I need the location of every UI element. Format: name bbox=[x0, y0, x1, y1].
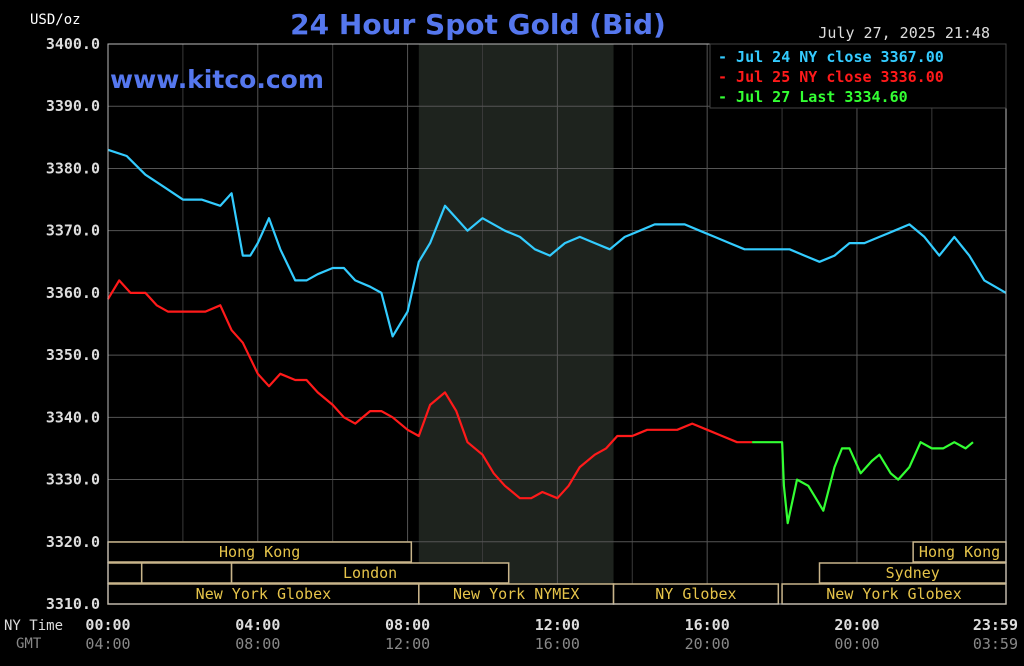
session-label: New York Globex bbox=[196, 585, 331, 603]
x-tick-label-ny: 12:00 bbox=[535, 616, 580, 634]
session-label: New York NYMEX bbox=[453, 585, 579, 603]
y-tick-label: 3370.0 bbox=[46, 222, 100, 240]
y-tick-label: 3380.0 bbox=[46, 159, 100, 177]
session-label: London bbox=[343, 564, 397, 582]
session-label: Sydney bbox=[886, 564, 940, 582]
legend-entry: - Jul 25 NY close 3336.00 bbox=[718, 68, 944, 86]
session-label: New York Globex bbox=[826, 585, 961, 603]
session-box bbox=[107, 562, 143, 584]
y-tick-label: 3400.0 bbox=[46, 35, 100, 53]
x-tick-label-gmt: 08:00 bbox=[235, 635, 280, 653]
plot-border bbox=[107, 43, 1007, 605]
legend: - Jul 24 NY close 3367.00 - Jul 25 NY clo… bbox=[709, 43, 1007, 109]
timestamp: July 27, 2025 21:48 bbox=[818, 24, 990, 42]
x-tick-label-gmt: 04:00 bbox=[85, 635, 130, 653]
y-axis-label: USD/oz bbox=[30, 12, 81, 28]
session-label: Hong Kong bbox=[919, 543, 1000, 561]
watermark: www.kitco.com bbox=[110, 65, 324, 94]
session-label: NY Globex bbox=[655, 585, 736, 603]
gmt-row-label: GMT bbox=[16, 636, 42, 652]
legend-entry: - Jul 24 NY close 3367.00 bbox=[718, 48, 944, 66]
x-tick-label-gmt: 16:00 bbox=[535, 635, 580, 653]
session-box bbox=[140, 562, 233, 584]
y-tick-label: 3320.0 bbox=[46, 533, 100, 551]
x-tick-label-ny: 20:00 bbox=[834, 616, 879, 634]
x-tick-label-ny: 00:00 bbox=[85, 616, 130, 634]
session-box bbox=[230, 562, 510, 584]
series-line-jul-25 bbox=[107, 279, 753, 500]
nymex-session-shading bbox=[418, 44, 614, 604]
x-tick-label-gmt: 20:00 bbox=[685, 635, 730, 653]
x-tick-label-gmt: 03:59 bbox=[973, 635, 1018, 653]
legend-entry: - Jul 27 Last 3334.60 bbox=[718, 88, 908, 106]
y-tick-labels: 3400.0 3390.0 3380.0 3370.0 3360.0 3350.0 3340… bbox=[46, 35, 100, 613]
x-tick-labels: 00:00 04:00 08:00 12:00 16:00 20:00 23:5904:00… bbox=[85, 616, 1018, 653]
x-tick-label-ny: 16:00 bbox=[685, 616, 730, 634]
y-tick-label: 3390.0 bbox=[46, 97, 100, 115]
y-tick-label: 3340.0 bbox=[46, 408, 100, 426]
legend-box bbox=[709, 43, 1007, 109]
ny-time-row-label: NY Time bbox=[4, 618, 63, 634]
x-tick-label-gmt: 12:00 bbox=[385, 635, 430, 653]
series-line-jul-24 bbox=[107, 148, 1007, 338]
x-tick-label-ny: 04:00 bbox=[235, 616, 280, 634]
x-tick-label-gmt: 00:00 bbox=[834, 635, 879, 653]
y-tick-label: 3350.0 bbox=[46, 346, 100, 364]
session-label: Hong Kong bbox=[219, 543, 300, 561]
x-tick-label-ny: 08:00 bbox=[385, 616, 430, 634]
chart-title: 24 Hour Spot Gold (Bid) bbox=[290, 8, 666, 41]
x-tick-label-ny: 23:59 bbox=[973, 616, 1018, 634]
data-series bbox=[107, 148, 1007, 525]
y-tick-label: 3330.0 bbox=[46, 471, 100, 489]
trading-sessions: Hong Kong Hong Kong London Sydney New York G… bbox=[107, 541, 1007, 605]
y-tick-label: 3360.0 bbox=[46, 284, 100, 302]
y-tick-label: 3310.0 bbox=[46, 595, 100, 613]
series-line-jul-27 bbox=[752, 441, 974, 525]
